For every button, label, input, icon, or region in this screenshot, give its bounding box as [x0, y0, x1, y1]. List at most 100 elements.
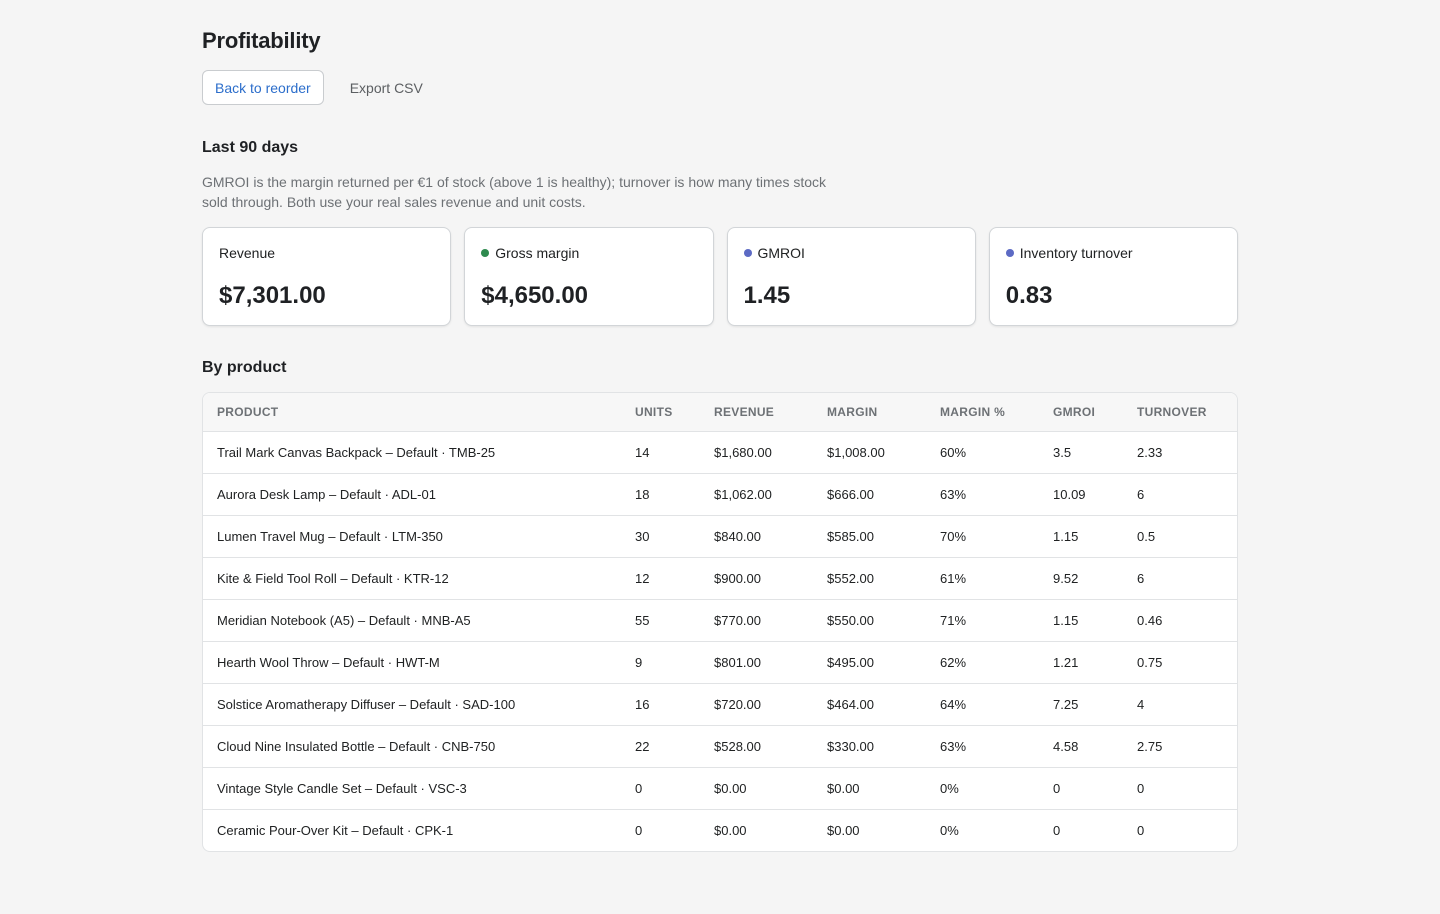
cell-units: 16: [621, 683, 700, 726]
page-title: Profitability: [202, 28, 321, 53]
cell-margin-pct: 62%: [926, 641, 1039, 684]
cell-units: 30: [621, 515, 700, 558]
table-row: Ceramic Pour-Over Kit – Default · CPK-1 …: [203, 809, 1237, 851]
cell-product: Cloud Nine Insulated Bottle – Default · …: [203, 725, 621, 768]
cell-margin: $0.00: [813, 767, 926, 810]
cell-product: Vintage Style Candle Set – Default · VSC…: [203, 767, 621, 810]
metric-card-gmroi: GMROI 1.45: [726, 227, 976, 326]
status-dot-icon: [743, 249, 752, 257]
cell-margin: $585.00: [813, 515, 926, 558]
by-product-heading: By product: [202, 359, 287, 376]
cell-turnover: 6: [1123, 473, 1237, 516]
cell-gmroi: 1.15: [1039, 599, 1123, 642]
metric-value: $4,650.00: [481, 282, 589, 309]
cell-margin: $666.00: [813, 473, 926, 516]
cell-units: 18: [621, 473, 700, 516]
cell-margin-pct: 71%: [926, 599, 1039, 642]
cell-product: Aurora Desk Lamp – Default · ADL-01: [203, 473, 621, 516]
table-row: Cloud Nine Insulated Bottle – Default · …: [203, 725, 1237, 768]
cell-margin-pct: 0%: [926, 767, 1039, 810]
cell-turnover: 2.75: [1123, 725, 1237, 768]
cell-gmroi: 0: [1053, 822, 1061, 838]
cell-product: Kite & Field Tool Roll – Default · KTR-1…: [203, 557, 621, 600]
export-csv-button[interactable]: Export CSV: [338, 70, 435, 105]
cell-product: Hearth Wool Throw – Default · HWT-M: [203, 641, 621, 684]
metric-card-gross-margin: Gross margin $4,650.00: [464, 227, 714, 326]
column-header-turnover: TURNOVER: [1123, 393, 1237, 432]
cell-margin: $0.00: [827, 822, 860, 838]
cell-gmroi: 1.21: [1039, 641, 1123, 684]
product-table: PRODUCT UNITS REVENUE MARGIN MARGIN % GM…: [203, 393, 1237, 851]
column-header-product: PRODUCT: [203, 393, 621, 432]
cell-revenue: $720.00: [700, 683, 813, 726]
cell-margin: $552.00: [813, 557, 926, 600]
metric-label: Gross margin: [495, 245, 580, 261]
metric-value: 0.83: [1005, 282, 1053, 309]
cell-product: Solstice Aromatherapy Diffuser – Default…: [203, 683, 621, 726]
cell-units: 55: [621, 599, 700, 642]
cell-turnover: 0.5: [1123, 515, 1237, 558]
table-row: Aurora Desk Lamp – Default · ADL-01 18 $…: [203, 473, 1237, 516]
cell-units: 9: [621, 641, 700, 684]
cell-turnover: 0: [1137, 822, 1145, 838]
cell-margin: $464.00: [813, 683, 926, 726]
cell-gmroi: 3.5: [1039, 431, 1123, 474]
cell-revenue: $1,062.00: [700, 473, 813, 516]
cell-turnover: 6: [1123, 557, 1237, 600]
cell-product: Ceramic Pour-Over Kit – Default · CPK-1: [217, 822, 454, 838]
cell-units: 0: [635, 822, 643, 838]
table-row: Vintage Style Candle Set – Default · VSC…: [203, 767, 1237, 810]
cell-revenue: $1,680.00: [700, 431, 813, 474]
cell-product: Trail Mark Canvas Backpack – Default · T…: [203, 431, 621, 474]
table-row: Solstice Aromatherapy Diffuser – Default…: [203, 683, 1237, 726]
cell-units: 0: [621, 767, 700, 810]
cell-revenue: $900.00: [700, 557, 813, 600]
column-header-margin: MARGIN: [813, 393, 926, 432]
status-dot-icon: [1005, 249, 1014, 257]
cell-turnover: 0.46: [1123, 599, 1237, 642]
back-to-reorder-button[interactable]: Back to reorder: [202, 70, 324, 105]
cell-revenue: $801.00: [700, 641, 813, 684]
column-header-revenue: REVENUE: [700, 393, 813, 432]
table-row: Hearth Wool Throw – Default · HWT-M 9 $8…: [203, 641, 1237, 684]
cell-units: 12: [621, 557, 700, 600]
table-row: Meridian Notebook (A5) – Default · MNB-A…: [203, 599, 1237, 642]
cell-turnover: 4: [1123, 683, 1237, 726]
cell-margin-pct: 0%: [940, 822, 959, 838]
cell-margin-pct: 64%: [926, 683, 1039, 726]
metric-card-inventory-turnover: Inventory turnover 0.83: [988, 227, 1238, 326]
table-row: Trail Mark Canvas Backpack – Default · T…: [203, 431, 1237, 474]
metric-label: Inventory turnover: [1019, 245, 1133, 261]
cell-margin-pct: 61%: [926, 557, 1039, 600]
cell-turnover: 0: [1123, 767, 1237, 810]
cell-revenue: $840.00: [700, 515, 813, 558]
cell-revenue: $0.00: [714, 822, 747, 838]
cell-revenue: $770.00: [700, 599, 813, 642]
cell-turnover: 2.33: [1123, 431, 1237, 474]
column-header-units: UNITS: [621, 393, 700, 432]
table-row: Kite & Field Tool Roll – Default · KTR-1…: [203, 557, 1237, 600]
column-header-margin-pct: MARGIN %: [926, 393, 1039, 432]
metric-label: GMROI: [757, 245, 805, 261]
table-header-row: PRODUCT UNITS REVENUE MARGIN MARGIN % GM…: [203, 393, 1237, 432]
cell-gmroi: 4.58: [1039, 725, 1123, 768]
metric-value: $7,301.00: [219, 282, 326, 309]
cell-product: Meridian Notebook (A5) – Default · MNB-A…: [203, 599, 621, 642]
table-row: Lumen Travel Mug – Default · LTM-350 30 …: [203, 515, 1237, 558]
cell-turnover: 0.75: [1123, 641, 1237, 684]
page-actions: Back to reorder Export CSV: [202, 70, 435, 105]
cell-margin: $550.00: [813, 599, 926, 642]
cell-gmroi: 7.25: [1039, 683, 1123, 726]
cell-margin: $330.00: [813, 725, 926, 768]
cell-revenue: $528.00: [700, 725, 813, 768]
cell-gmroi: 1.15: [1039, 515, 1123, 558]
cell-margin-pct: 60%: [926, 431, 1039, 474]
period-heading: Last 90 days: [202, 139, 299, 156]
metric-cards: Revenue $7,301.00 Gross margin $4,650.00…: [202, 227, 1238, 326]
cell-gmroi: 10.09: [1039, 473, 1123, 516]
cell-units: 14: [621, 431, 700, 474]
cell-product: Lumen Travel Mug – Default · LTM-350: [203, 515, 621, 558]
cell-gmroi: 9.52: [1039, 557, 1123, 600]
cell-margin: $495.00: [813, 641, 926, 684]
cell-margin-pct: 63%: [926, 725, 1039, 768]
